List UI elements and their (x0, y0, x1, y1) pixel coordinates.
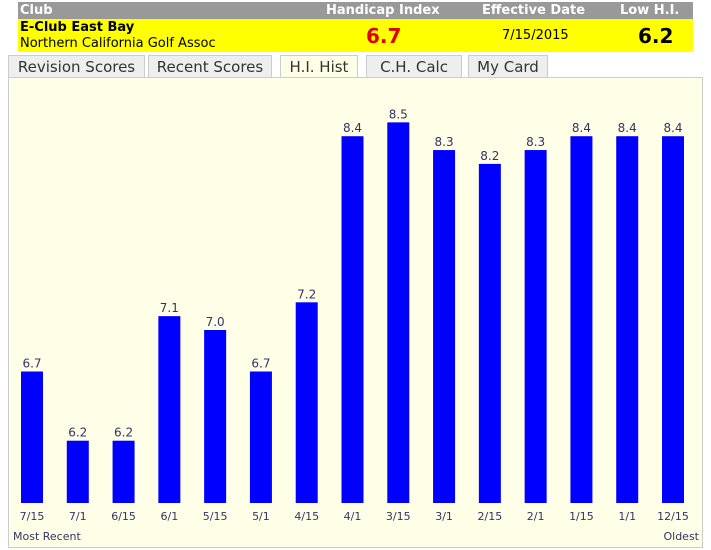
tab[interactable]: H.I. Hist (280, 55, 358, 77)
tab[interactable]: Revision Scores (8, 55, 145, 77)
value-label: 8.5 (389, 107, 408, 121)
bar (524, 150, 547, 503)
column-header: Handicap Index (326, 3, 440, 18)
tab[interactable]: Recent Scores (148, 55, 272, 77)
bar (341, 136, 364, 503)
value-label: 6.7 (22, 357, 41, 371)
bar (21, 371, 43, 503)
tab[interactable]: C.H. Calc (366, 55, 462, 77)
x-tick-label: 3/1 (435, 510, 453, 523)
bar (204, 329, 227, 503)
value-label: 8.3 (435, 135, 454, 149)
x-tick-label: 4/15 (294, 510, 319, 523)
value-label: 6.2 (114, 426, 133, 440)
column-header: Low H.I. (620, 3, 680, 18)
value-label: 7.1 (160, 301, 179, 315)
x-tick-label: 7/15 (20, 510, 45, 523)
value-label: 7.0 (206, 315, 225, 329)
value-label: 7.2 (297, 287, 316, 301)
x-tick-label: 4/1 (344, 510, 362, 523)
bar (433, 150, 456, 503)
value-label: 8.4 (343, 121, 362, 135)
bar (662, 136, 684, 503)
value-label: 8.4 (618, 121, 637, 135)
x-tick-label: 12/15 (657, 510, 689, 523)
column-header: Effective Date (482, 3, 586, 18)
bar (478, 163, 501, 503)
bar (66, 440, 89, 503)
bar (570, 136, 593, 503)
bar (249, 371, 272, 503)
x-tick-label: 7/1 (69, 510, 87, 523)
value-label: 8.2 (480, 149, 499, 163)
handicap-index: 6.7 (366, 24, 402, 48)
x-tick-label: 1/15 (569, 510, 594, 523)
x-tick-label: 5/15 (203, 510, 228, 523)
x-tick-label: 3/15 (386, 510, 411, 523)
start-label: Most Recent (13, 530, 81, 543)
value-label: 6.2 (68, 426, 87, 440)
club-name: E-Club East Bay (20, 20, 135, 35)
x-tick-label: 6/1 (161, 510, 179, 523)
x-tick-label: 6/15 (111, 510, 136, 523)
bar (112, 440, 135, 503)
x-tick-label: 2/1 (527, 510, 545, 523)
end-label: Oldest (663, 530, 699, 543)
bar (387, 122, 410, 504)
value-label: 6.7 (251, 357, 270, 371)
x-tick-label: 2/15 (478, 510, 503, 523)
low-hi: 6.2 (638, 24, 674, 48)
x-tick-label: 1/1 (618, 510, 636, 523)
association: Northern California Golf Assoc (20, 36, 216, 51)
bar (158, 316, 181, 503)
header-bar (18, 2, 693, 19)
value-label: 8.4 (663, 121, 682, 135)
value-label: 8.4 (572, 121, 591, 135)
club-row (18, 19, 693, 52)
x-tick-label: 5/1 (252, 510, 270, 523)
tab[interactable]: My Card (468, 55, 548, 77)
effective-date: 7/15/2015 (502, 28, 569, 43)
column-header: Club (20, 3, 53, 18)
value-label: 8.3 (526, 135, 545, 149)
bar (295, 302, 318, 503)
bar (616, 136, 639, 503)
